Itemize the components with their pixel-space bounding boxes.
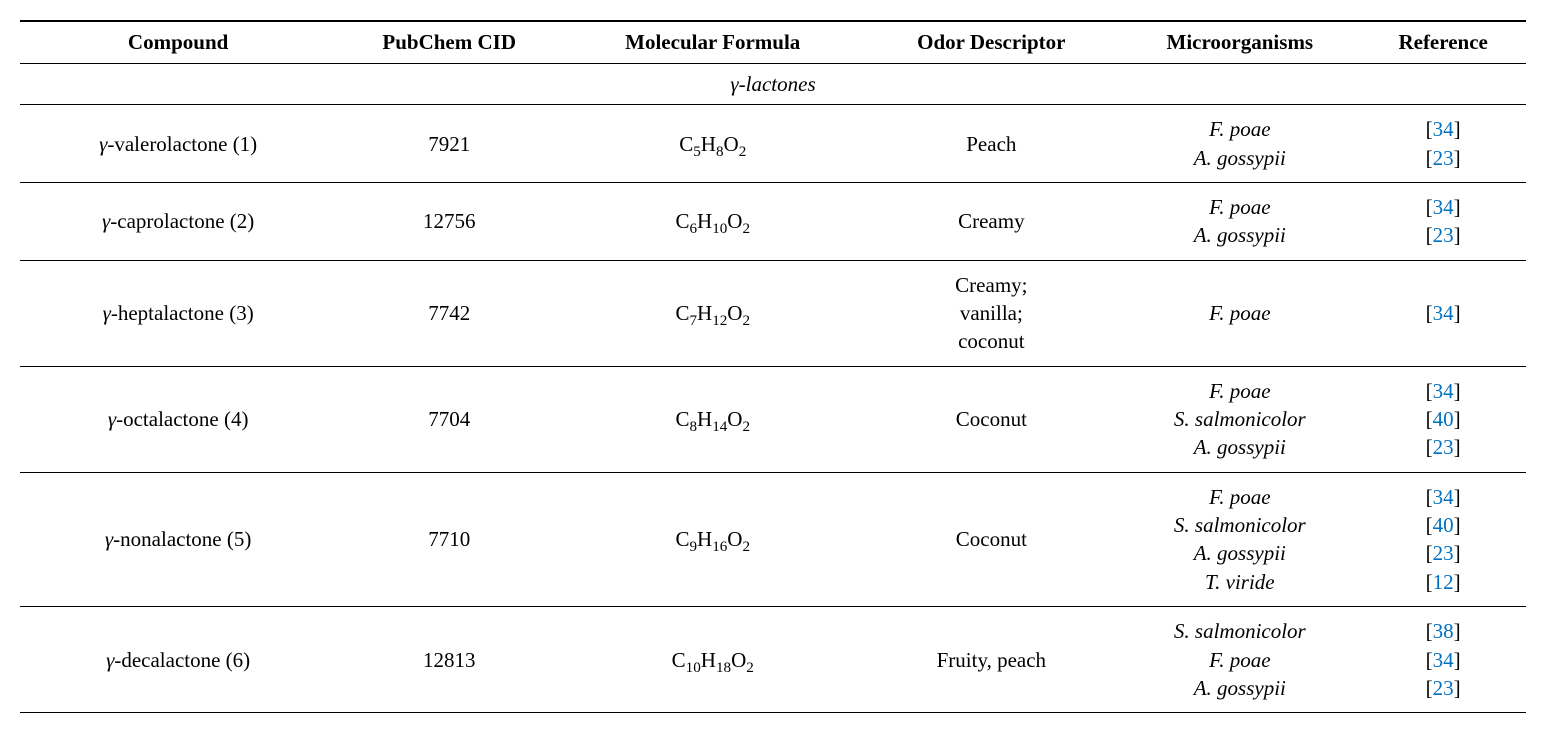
cell-cid: 12756 bbox=[336, 183, 562, 261]
table-body: γ-lactones γ-valerolactone (1)7921C5H8O2… bbox=[20, 64, 1526, 713]
reference-link[interactable]: [40] bbox=[1426, 407, 1461, 431]
reference-link[interactable]: [23] bbox=[1426, 223, 1461, 247]
cell-microorganisms: F. poaeS. salmonicolorA. gossypii bbox=[1119, 366, 1360, 472]
cell-microorganisms: S. salmonicolorF. poaeA. gossypii bbox=[1119, 607, 1360, 713]
cell-microorganisms: F. poaeA. gossypii bbox=[1119, 183, 1360, 261]
cell-compound: γ-decalactone (6) bbox=[20, 607, 336, 713]
table-row: γ-valerolactone (1)7921C5H8O2PeachF. poa… bbox=[20, 105, 1526, 183]
cell-reference: [34] [23] bbox=[1360, 105, 1526, 183]
reference-link[interactable]: [34] bbox=[1426, 379, 1461, 403]
cell-odor: Coconut bbox=[863, 366, 1119, 472]
cell-odor: Fruity, peach bbox=[863, 607, 1119, 713]
compound-name: -valerolactone (1) bbox=[107, 132, 257, 156]
cell-reference: [38] [34] [23] bbox=[1360, 607, 1526, 713]
reference-link[interactable]: [12] bbox=[1426, 570, 1461, 594]
compound-name: -caprolactone (2) bbox=[110, 209, 254, 233]
compound-name: -nonalactone (5) bbox=[113, 527, 251, 551]
cell-microorganisms: F. poae bbox=[1119, 260, 1360, 366]
cell-reference: [34] bbox=[1360, 260, 1526, 366]
cell-formula: C8H14O2 bbox=[562, 366, 863, 472]
reference-link[interactable]: [23] bbox=[1426, 146, 1461, 170]
cell-formula: C10H18O2 bbox=[562, 607, 863, 713]
reference-link[interactable]: [34] bbox=[1426, 485, 1461, 509]
reference-link[interactable]: [23] bbox=[1426, 541, 1461, 565]
cell-reference: [34] [40] [23] bbox=[1360, 366, 1526, 472]
cell-cid: 12813 bbox=[336, 607, 562, 713]
cell-formula: C6H10O2 bbox=[562, 183, 863, 261]
reference-link[interactable]: [23] bbox=[1426, 435, 1461, 459]
section-heading: γ-lactones bbox=[20, 64, 1526, 105]
cell-reference: [34] [40] [23] [12] bbox=[1360, 472, 1526, 606]
cell-compound: γ-nonalactone (5) bbox=[20, 472, 336, 606]
compound-name: -decalactone (6) bbox=[114, 648, 250, 672]
col-compound: Compound bbox=[20, 21, 336, 64]
table-row: γ-nonalactone (5)7710C9H16O2CoconutF. po… bbox=[20, 472, 1526, 606]
col-organisms: Microorganisms bbox=[1119, 21, 1360, 64]
cell-compound: γ-caprolactone (2) bbox=[20, 183, 336, 261]
cell-compound: γ-heptalactone (3) bbox=[20, 260, 336, 366]
col-formula: Molecular Formula bbox=[562, 21, 863, 64]
section-heading-text: γ-lactones bbox=[730, 72, 815, 96]
cell-microorganisms: F. poaeS. salmonicolorA. gossypiiT. viri… bbox=[1119, 472, 1360, 606]
cell-cid: 7710 bbox=[336, 472, 562, 606]
cell-compound: γ-octalactone (4) bbox=[20, 366, 336, 472]
compound-name: -heptalactone (3) bbox=[111, 301, 254, 325]
cell-cid: 7742 bbox=[336, 260, 562, 366]
cell-reference: [34] [23] bbox=[1360, 183, 1526, 261]
cell-odor: Coconut bbox=[863, 472, 1119, 606]
reference-link[interactable]: [23] bbox=[1426, 676, 1461, 700]
compound-name: -octalactone (4) bbox=[116, 407, 248, 431]
cell-compound: γ-valerolactone (1) bbox=[20, 105, 336, 183]
col-reference: Reference bbox=[1360, 21, 1526, 64]
reference-link[interactable]: [34] bbox=[1426, 117, 1461, 141]
section-heading-row: γ-lactones bbox=[20, 64, 1526, 105]
reference-link[interactable]: [38] bbox=[1426, 619, 1461, 643]
compound-prefix: γ bbox=[108, 407, 116, 431]
table-row: γ-caprolactone (2)12756C6H10O2CreamyF. p… bbox=[20, 183, 1526, 261]
cell-odor: Peach bbox=[863, 105, 1119, 183]
table-row: γ-octalactone (4)7704C8H14O2CoconutF. po… bbox=[20, 366, 1526, 472]
reference-link[interactable]: [40] bbox=[1426, 513, 1461, 537]
col-odor: Odor Descriptor bbox=[863, 21, 1119, 64]
cell-formula: C7H12O2 bbox=[562, 260, 863, 366]
reference-link[interactable]: [34] bbox=[1426, 648, 1461, 672]
cell-microorganisms: F. poaeA. gossypii bbox=[1119, 105, 1360, 183]
reference-link[interactable]: [34] bbox=[1426, 301, 1461, 325]
col-cid: PubChem CID bbox=[336, 21, 562, 64]
cell-cid: 7921 bbox=[336, 105, 562, 183]
table-row: γ-heptalactone (3)7742C7H12O2Creamy;vani… bbox=[20, 260, 1526, 366]
cell-odor: Creamy bbox=[863, 183, 1119, 261]
lactones-table: Compound PubChem CID Molecular Formula O… bbox=[20, 20, 1526, 713]
compound-prefix: γ bbox=[103, 301, 111, 325]
reference-link[interactable]: [34] bbox=[1426, 195, 1461, 219]
cell-formula: C5H8O2 bbox=[562, 105, 863, 183]
table-header: Compound PubChem CID Molecular Formula O… bbox=[20, 21, 1526, 64]
compound-prefix: γ bbox=[105, 527, 113, 551]
cell-cid: 7704 bbox=[336, 366, 562, 472]
cell-odor: Creamy;vanilla;coconut bbox=[863, 260, 1119, 366]
cell-formula: C9H16O2 bbox=[562, 472, 863, 606]
table-row: γ-decalactone (6)12813C10H18O2Fruity, pe… bbox=[20, 607, 1526, 713]
